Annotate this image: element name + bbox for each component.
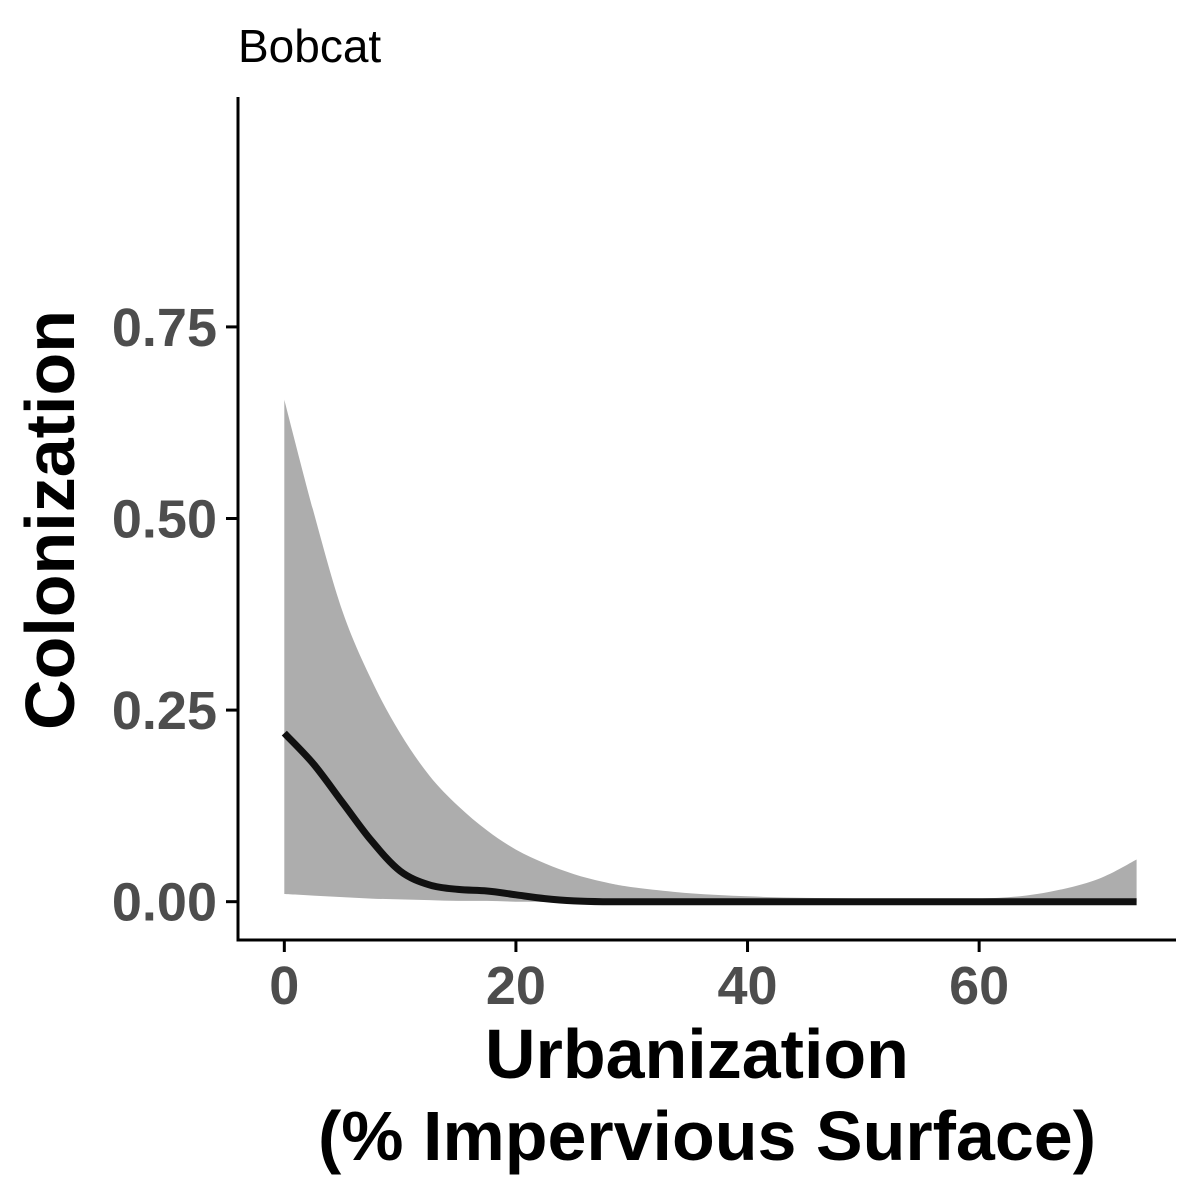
y-tick-label-3: 0.75 [112,298,217,358]
y-tick-label-2: 0.50 [112,490,217,550]
y-tick-label-1: 0.25 [112,681,217,741]
x-tick-label-1: 20 [486,956,546,1016]
plot-area [281,399,1137,906]
x-axis-title-line1: Urbanization [485,1015,909,1093]
colonization-line-0 [281,730,1137,906]
x-tick-label-3: 60 [949,956,1009,1016]
y-axis-title: Colonization [11,310,89,730]
x-tick-label-0: 0 [269,956,299,1016]
axes: 0 20 40 60 0.00 0.25 0.50 0.75 [112,97,1176,1016]
x-tick-label-2: 40 [717,956,777,1016]
confidence-ribbon-0 [284,399,1137,902]
chart-title: Bobcat [238,20,381,72]
x-axis-title-line2: (% Impervious Surface) [318,1097,1096,1175]
y-tick-label-0: 0.00 [112,873,217,933]
